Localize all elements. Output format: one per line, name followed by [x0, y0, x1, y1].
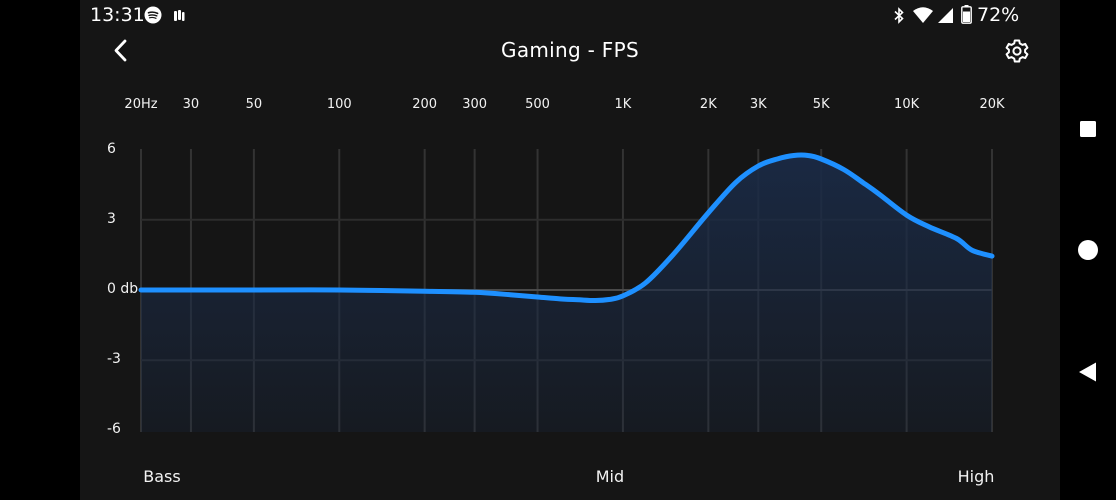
- freq-tick-label: 20K: [979, 97, 1005, 112]
- eq-chart[interactable]: [80, 0, 1060, 500]
- page-title: Gaming - FPS: [501, 38, 639, 62]
- back-button[interactable]: [106, 36, 136, 66]
- back-triangle-icon: [1079, 362, 1096, 382]
- system-nav-bar: [1060, 0, 1116, 500]
- freq-tick-label: 30: [182, 97, 200, 112]
- app-screen: 13:31: [80, 0, 1060, 500]
- band-label-bass: Bass: [143, 467, 181, 486]
- bluetooth-icon: [892, 7, 906, 28]
- freq-tick-label: 200: [412, 97, 438, 112]
- db-tick-label: -6: [107, 421, 121, 438]
- db-tick-label: -3: [107, 351, 121, 368]
- settings-button[interactable]: [1002, 36, 1034, 68]
- home-button[interactable]: [1077, 239, 1099, 265]
- battery-icon: [961, 5, 972, 28]
- eq-curve-fill: [141, 155, 992, 432]
- status-bar: 13:31: [80, 0, 1060, 30]
- wifi-icon: [912, 6, 934, 28]
- spotify-icon: [144, 6, 162, 28]
- db-tick-label: 0 db: [107, 281, 139, 297]
- recents-button[interactable]: [1079, 120, 1097, 142]
- eq-curve-line[interactable]: [138, 152, 995, 304]
- band-label-mid: Mid: [595, 467, 625, 486]
- freq-tick-label: 20Hz: [124, 97, 158, 112]
- cell-signal-icon: [937, 7, 954, 28]
- chevron-left-icon: [114, 39, 127, 62]
- home-circle-icon: [1078, 240, 1098, 260]
- status-time: 13:31: [90, 4, 145, 26]
- freq-tick-label: 50: [245, 97, 263, 112]
- system-back-button[interactable]: [1077, 361, 1099, 387]
- freq-tick-label: 1K: [614, 97, 632, 112]
- freq-tick-label: 300: [462, 97, 488, 112]
- gear-icon: [1005, 39, 1029, 63]
- header: Gaming - FPS: [80, 30, 1060, 74]
- freq-tick-label: 100: [326, 97, 352, 112]
- db-tick-label: 3: [107, 210, 116, 227]
- freq-tick-label: 10K: [894, 97, 920, 112]
- freq-tick-label: 2K: [699, 97, 717, 112]
- freq-tick-label: 5K: [812, 97, 830, 112]
- battery-percentage: 72%: [977, 4, 1020, 26]
- band-label-high: High: [957, 467, 995, 486]
- freq-tick-label: 3K: [749, 97, 767, 112]
- db-tick-label: 6: [107, 140, 116, 157]
- freq-tick-label: 500: [525, 97, 550, 112]
- recents-square-icon: [1080, 121, 1096, 137]
- app-notification-icon: [172, 8, 186, 27]
